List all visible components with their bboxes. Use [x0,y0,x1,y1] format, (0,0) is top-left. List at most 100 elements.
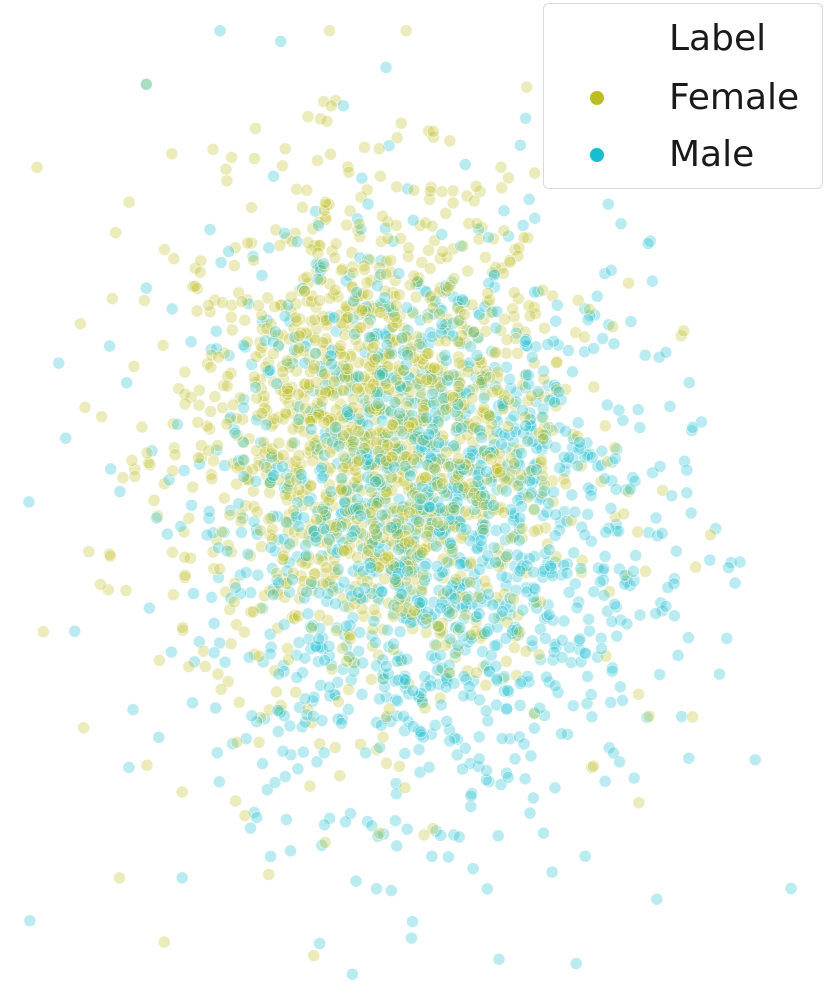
point-male [682,631,695,644]
point-female [389,299,403,313]
point-female [330,567,344,581]
point-male [528,721,541,735]
point-male [473,563,486,576]
point-female [511,321,525,335]
point-female [341,311,355,324]
legend-label-female: Female [669,77,800,118]
point-male [338,495,352,509]
point-female [182,511,196,525]
point-female [346,435,360,448]
point-female [489,345,503,359]
point-male [312,632,326,646]
point-male [294,468,308,481]
point-male [317,522,331,536]
point-male [458,643,472,657]
point-male [395,331,409,345]
point-male [388,814,402,828]
point-female [303,779,317,793]
point-male [186,696,199,710]
point-male [367,614,381,628]
point-female [249,350,263,364]
point-female [490,383,504,397]
point-male [516,603,530,617]
point-male [345,530,359,544]
point-female [197,644,210,658]
point-female [374,235,388,249]
point-male [400,822,414,836]
point-male [521,434,534,448]
point-male [555,727,568,741]
point-female [461,365,475,379]
point-female [225,150,239,164]
point-female [366,341,380,355]
point-female [272,436,286,450]
point-female [211,667,225,681]
point-female [270,685,283,699]
point-male [192,635,206,649]
point-male [122,761,136,774]
point-male [430,559,444,573]
point-female [308,239,322,253]
point-female [284,290,298,304]
point-male [267,469,281,483]
point-male [171,417,184,431]
point-female [264,511,277,525]
point-male [480,465,493,479]
point-male [530,463,543,477]
point-male [311,272,325,286]
point-male [278,309,292,323]
point-female [443,666,457,680]
point-female [158,243,172,257]
point-female [281,653,295,666]
point-male [703,553,717,567]
point-male [641,237,655,250]
point-female [165,147,179,161]
point-male [629,549,643,562]
point-male [355,687,369,701]
point-female [266,347,280,361]
point-female [273,239,287,253]
point-female [587,380,601,394]
point-male [598,550,612,563]
point-female [534,595,548,609]
point-female [103,547,116,561]
point-female [250,391,263,405]
point-male [292,520,306,533]
point-male [398,673,412,687]
point-female [318,836,332,849]
point-male [464,789,478,803]
point-male [352,644,366,658]
point-male [276,744,290,758]
point-female [493,465,507,479]
point-female [513,625,527,639]
point-female [419,612,433,626]
point-female [323,534,337,547]
point-male [249,474,263,488]
point-female [333,769,347,783]
point-male [684,506,698,520]
point-male [675,710,688,723]
point-female [241,236,255,250]
point-male [633,608,647,622]
point-female [301,110,315,123]
point-male [550,298,564,312]
point-female [527,525,541,538]
point-male [400,301,414,315]
point-female [378,572,391,586]
point-female [223,603,237,616]
point-male [643,234,657,248]
point-female [431,515,444,529]
point-male [472,607,486,621]
point-male [406,213,420,227]
point-female [227,595,241,609]
point-male [499,484,513,498]
point-female [497,505,511,519]
point-female [424,289,438,303]
point-female [305,621,319,635]
point-male [501,771,515,784]
point-female [617,507,631,521]
point-male [581,313,595,327]
point-female [427,461,441,475]
point-female [352,217,366,231]
point-female [478,250,492,264]
